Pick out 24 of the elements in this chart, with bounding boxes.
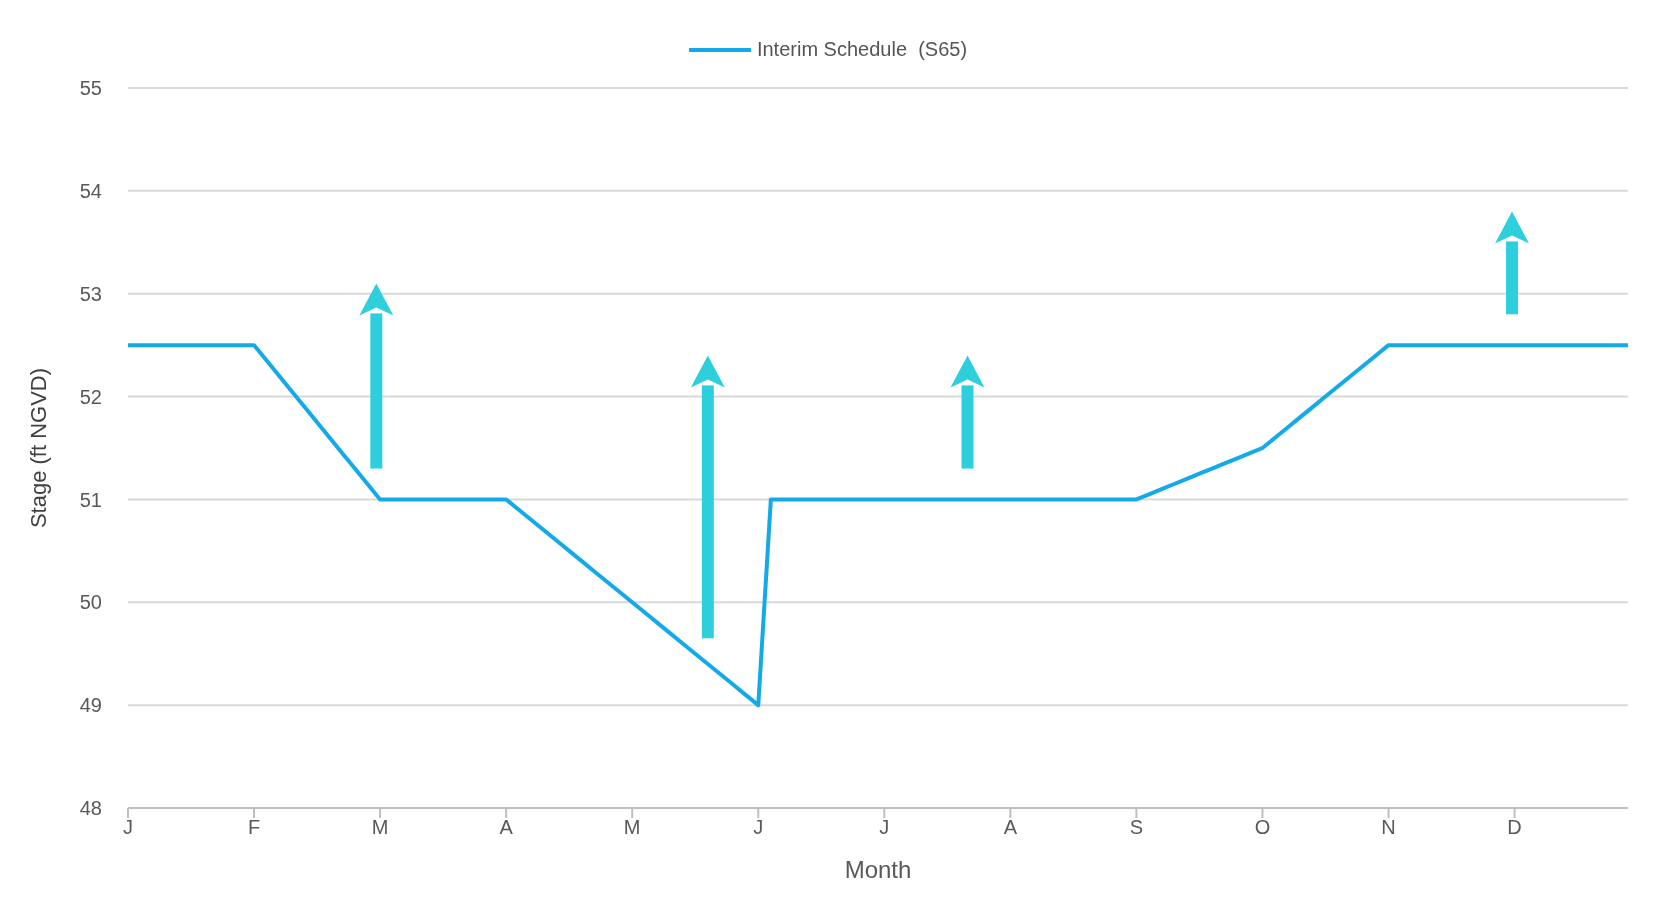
x-tick-label: M [623, 816, 641, 839]
x-tick-label: M [371, 816, 389, 839]
y-tick-label: 55 [79, 77, 102, 100]
y-tick-label: 50 [79, 591, 102, 614]
y-axis-title: Stage (ft NGVD) [25, 367, 51, 529]
y-tick-label: 53 [79, 282, 102, 305]
x-tick-label: D [1507, 816, 1522, 839]
y-tick-label: 52 [79, 385, 102, 408]
y-tick-label: 54 [79, 179, 102, 202]
x-tick-label: N [1381, 816, 1396, 839]
y-tick-label: 49 [79, 694, 102, 717]
x-tick-label: F [247, 816, 261, 839]
y-tick-label: 51 [79, 488, 102, 511]
legend-label: Interim Schedule (S65) [756, 38, 968, 61]
x-tick-label: A [499, 816, 514, 839]
x-axis-title: Month [844, 856, 912, 883]
x-tick-label: O [1254, 816, 1271, 839]
x-tick-label: S [1129, 816, 1144, 839]
y-tick-label: 48 [79, 797, 102, 820]
x-tick-label: J [879, 816, 890, 839]
x-tick-label: A [1003, 816, 1018, 839]
x-tick-label: J [123, 816, 133, 839]
line-series [128, 343, 1628, 708]
x-tick-label: J [753, 816, 764, 839]
